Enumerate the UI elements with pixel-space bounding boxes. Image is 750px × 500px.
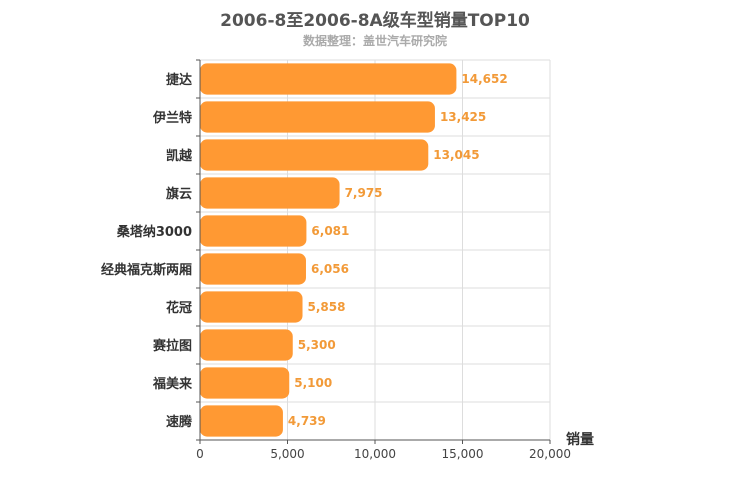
bar-value-label: 6,081 [311,224,349,238]
bar [200,139,429,171]
category-label: 伊兰特 [152,110,192,126]
axes: 0 5,000 10,000 15,000 20,000 [196,59,571,461]
x-axis-title: 销量 [566,431,594,448]
category-label: 凯越 [166,148,193,164]
bar [200,177,340,209]
bar-value-label: 5,100 [294,376,332,390]
bar-value-label: 13,045 [433,148,479,162]
category-label: 福美来 [152,376,193,392]
bar-value-label: 5,300 [298,338,336,352]
category-label: 旗云 [166,186,192,202]
x-tick-label: 20,000 [529,447,571,461]
bar [200,253,306,285]
category-label: 花冠 [166,300,192,316]
bar [200,215,307,247]
category-label: 桑塔纳3000 [116,224,192,240]
x-tick-label: 5,000 [270,447,304,461]
category-label: 经典福克斯两厢 [101,262,192,278]
category-label: 捷达 [166,72,192,88]
category-label: 赛拉图 [152,338,192,354]
x-tick-label: 0 [196,447,204,461]
bar-value-label: 6,056 [311,262,349,276]
bar-value-label: 5,858 [308,300,346,314]
bar [200,291,303,323]
bar-value-label: 14,652 [461,72,507,86]
bar-value-label: 7,975 [345,186,383,200]
x-tick-label: 15,000 [442,447,484,461]
bar-series [200,63,457,437]
x-tick-label: 10,000 [354,447,396,461]
bar [200,405,283,437]
category-label: 速腾 [166,414,193,430]
bar [200,367,290,399]
bar [200,101,435,133]
chart-title: 2006-8至2006-8A级车型销量TOP10 [220,11,530,31]
bar-value-label: 4,739 [288,414,326,428]
bar [200,63,457,95]
bar [200,329,293,361]
labels: 14,652 捷达 13,425 伊兰特 13,045 凯越 7,975 旗云 6,081 桑塔纳… [101,72,508,430]
bar-value-label: 13,425 [440,110,486,124]
chart-subtitle: 数据整理：盖世汽车研究院 [302,34,447,48]
